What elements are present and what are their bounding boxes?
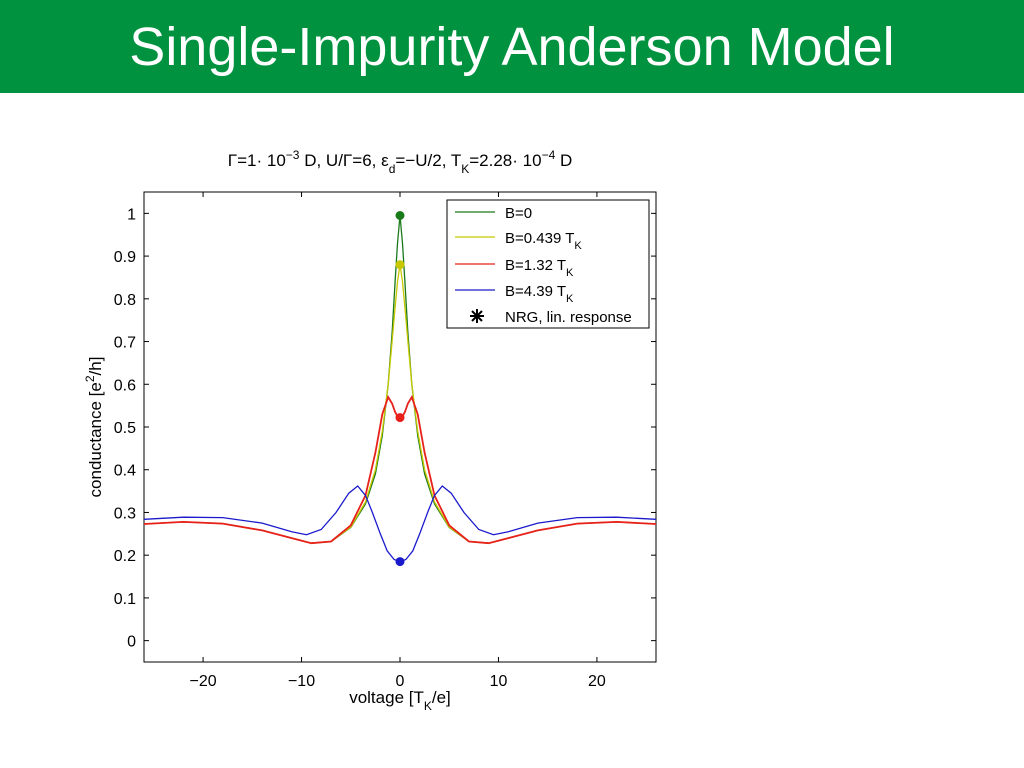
x-tick-label: 10 (490, 673, 508, 690)
plot-area: 0 0.1 0.2 0.3 0.4 0.5 0.6 0.7 0.8 0.9 1 −20 −10 0 10 20 (114, 191, 657, 690)
x-tick-label: −20 (190, 673, 217, 690)
asterisk-marker-icon (470, 309, 484, 323)
chart-title-part: D (555, 151, 572, 170)
legend-label-main: B=0 (505, 205, 532, 222)
y-tick-label: 0.8 (114, 292, 136, 309)
legend-label-b132: B=1.32 TK (505, 257, 574, 279)
y-tick-label: 0.4 (114, 463, 136, 480)
y-tick-label: 0.1 (114, 591, 136, 608)
slide-title: Single-Impurity Anderson Model (129, 17, 895, 77)
legend: B=0 B=0.439 TK B=1.32 TK B=4.39 TK NRG, … (446, 199, 650, 329)
y-tick-label: 0.5 (114, 420, 136, 437)
y-tick-label: 0 (127, 634, 136, 651)
x-tick-label: 0 (396, 673, 405, 690)
chart-title-sub: K (461, 162, 469, 176)
chart-title-part: Γ=1· 10 (228, 151, 286, 170)
y-axis-label-part: conductance [e (86, 382, 105, 497)
y-tick-label: 0.2 (114, 548, 136, 565)
title-bar: Single-Impurity Anderson Model (0, 0, 1024, 93)
chart-title: Γ=1· 10−3 D, U/Γ=6, εd=−U/2, TK=2.28· 10… (228, 148, 573, 176)
conductance-chart: Γ=1· 10−3 D, U/Γ=6, εd=−U/2, TK=2.28· 10… (83, 148, 657, 713)
y-tick-label: 0.6 (114, 377, 136, 394)
legend-label-main: B=0.439 T (505, 230, 574, 247)
y-tick-label: 0.3 (114, 505, 136, 522)
nrg-marker (395, 557, 405, 567)
legend-label-b439: B=4.39 TK (505, 283, 574, 305)
y-tick-label: 0.7 (114, 335, 136, 352)
legend-label-b0: B=0 (505, 205, 532, 222)
legend-label-nrg: NRG, lin. response (505, 309, 632, 326)
chart-title-exp: −3 (286, 148, 300, 162)
legend-label-sub: K (566, 293, 574, 305)
nrg-marker (395, 413, 405, 423)
nrg-marker (395, 211, 405, 220)
y-axis-label-part: /h] (86, 357, 105, 376)
legend-label-b0439: B=0.439 TK (505, 230, 582, 252)
x-axis-label: voltage [TK/e] (349, 688, 451, 713)
x-axis-label-sub: K (424, 699, 432, 713)
chart-title-part: =−U/2, T (395, 151, 461, 170)
legend-label-main: B=4.39 T (505, 283, 566, 300)
legend-label-main: B=1.32 T (505, 257, 566, 274)
x-axis-label-part: voltage [T (349, 688, 424, 707)
legend-label-sub: K (566, 267, 574, 279)
chart-title-sub: d (389, 162, 396, 176)
chart-title-part: D, U/Γ=6, ε (299, 151, 389, 170)
x-axis-label-part: /e] (432, 688, 451, 707)
y-axis-label: conductance [e2/h] (83, 357, 105, 498)
nrg-marker (395, 260, 405, 270)
chart-title-exp: −4 (542, 148, 556, 162)
y-axis-label-sup: 2 (83, 375, 97, 382)
legend-label-sub: K (574, 240, 582, 252)
y-tick-label: 0.9 (114, 249, 136, 266)
x-tick-label: −10 (288, 673, 315, 690)
chart-title-part: =2.28· 10 (469, 151, 541, 170)
x-tick-label: 20 (588, 673, 606, 690)
y-tick-label: 1 (127, 206, 136, 223)
